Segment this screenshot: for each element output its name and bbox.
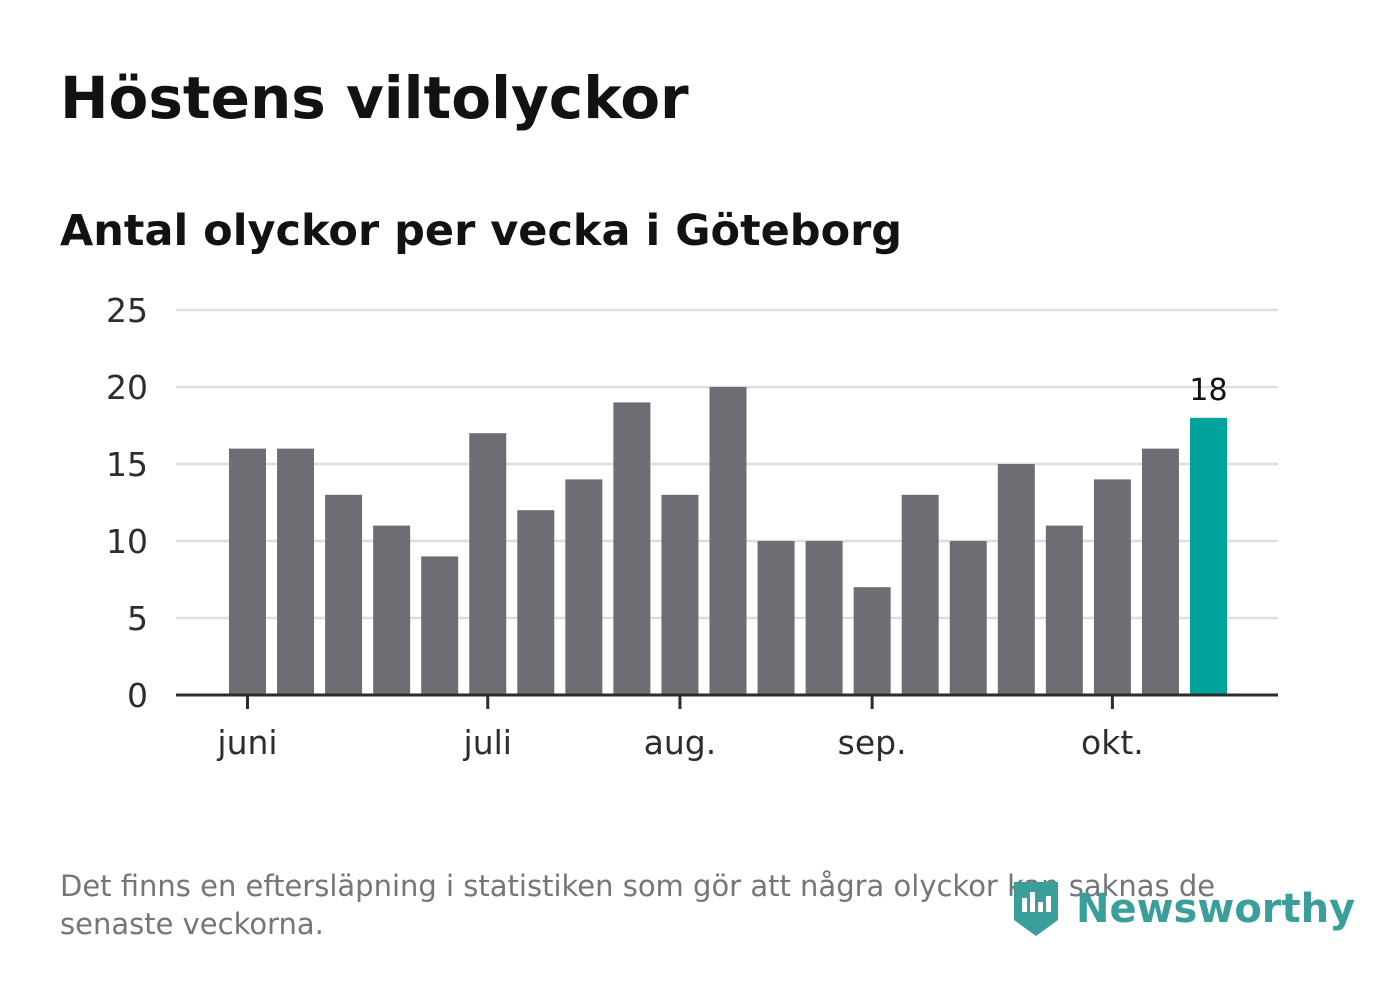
y-tick-label: 15 [106, 445, 148, 484]
bars [229, 387, 1227, 695]
bar [901, 494, 939, 695]
x-tick-label: okt. [1081, 723, 1144, 762]
bar-chart: 0 5 10 15 20 25 juni juli aug. sep. okt. 18 [106, 291, 1278, 762]
bar [997, 464, 1035, 695]
bar [325, 494, 363, 695]
y-tick-label: 25 [106, 291, 148, 330]
bar-highlight [1190, 417, 1227, 695]
bar [469, 433, 507, 695]
y-axis-tick-labels: 0 5 10 15 20 25 [106, 291, 148, 715]
x-tick-label: juli [463, 723, 512, 762]
bar [949, 541, 987, 695]
bar [277, 448, 315, 695]
newsworthy-logo-text: Newsworthy [1076, 886, 1356, 932]
x-axis: juni juli aug. sep. okt. [176, 693, 1278, 762]
y-tick-label: 10 [106, 522, 148, 561]
bar [757, 541, 795, 695]
data-labels: 18 [1189, 373, 1227, 408]
newsworthy-logo: Newsworthy [1010, 878, 1355, 940]
bar [805, 541, 843, 695]
bar [421, 556, 459, 695]
bar [1045, 525, 1083, 695]
x-tick-label: juni [216, 723, 277, 762]
x-tick-label: aug. [644, 723, 717, 762]
x-tick-label: sep. [838, 723, 907, 762]
bar [1093, 479, 1131, 695]
bar [373, 525, 411, 695]
bar [229, 448, 266, 695]
bar [517, 510, 555, 695]
bar [565, 479, 603, 695]
bar [709, 387, 747, 695]
data-label-highlight: 18 [1189, 373, 1227, 408]
chart-title: Höstens viltolyckor [60, 64, 689, 132]
bar [661, 494, 699, 695]
y-tick-label: 0 [127, 676, 148, 715]
chart-subtitle: Antal olyckor per vecka i Göteborg [60, 206, 903, 256]
y-tick-label: 20 [106, 368, 148, 407]
bar [853, 587, 891, 695]
newsworthy-logo-icon [1014, 882, 1058, 936]
bar [613, 402, 651, 695]
y-tick-label: 5 [127, 599, 148, 638]
bar [1141, 448, 1179, 695]
